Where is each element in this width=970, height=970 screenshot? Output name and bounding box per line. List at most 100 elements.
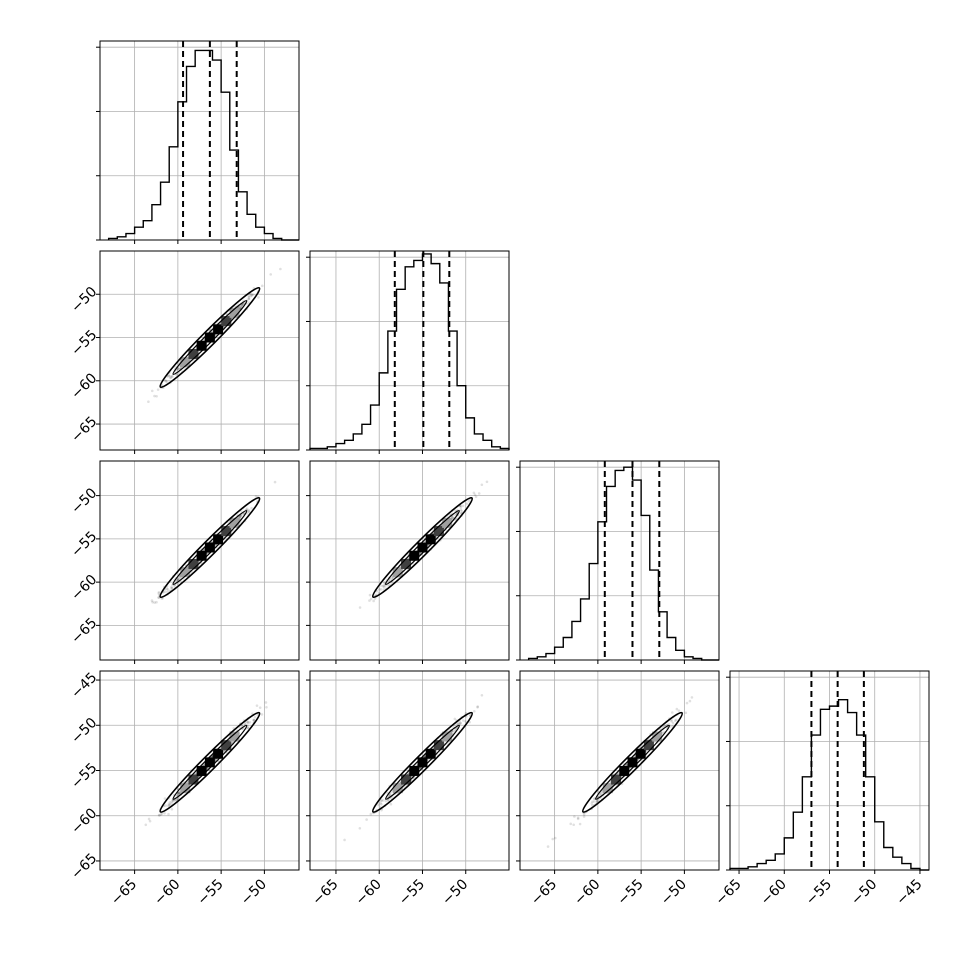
scatter-point [168, 801, 172, 804]
scatter-point [450, 515, 454, 519]
density-cell [425, 534, 436, 545]
density-cell [401, 558, 412, 569]
y-tick-label: −65 [68, 615, 100, 647]
contour-inner [172, 300, 248, 375]
scatter-point [674, 718, 678, 722]
density-cell [188, 558, 199, 569]
contour-inner [172, 510, 248, 585]
scatter-point [246, 726, 250, 730]
panel-3-2: −65 −60 −55 −50 [516, 670, 720, 909]
scatter-point [155, 600, 158, 604]
scatter-point [153, 394, 156, 398]
scatter-point [459, 508, 463, 512]
density-cell [213, 324, 224, 335]
scatter-point [177, 792, 181, 796]
histogram-step [107, 49, 299, 241]
y-tick-label: −55 [68, 327, 100, 359]
scatter-point [675, 707, 679, 711]
y-tick-label: −55 [68, 528, 100, 560]
contour-outer [371, 711, 474, 813]
y-tick-label: −65 [68, 851, 100, 883]
scatter-point [157, 592, 161, 595]
scatter-point [163, 590, 167, 594]
panel-2-2 [516, 460, 720, 664]
density-cell [611, 774, 622, 785]
contour-outer [159, 286, 261, 389]
scatter-point [382, 581, 386, 584]
histogram-step [527, 466, 719, 661]
scatter-point [169, 376, 173, 379]
density-cell [221, 316, 232, 327]
density-cell [442, 731, 453, 742]
scatter-point [661, 725, 665, 729]
density-cell [180, 357, 191, 368]
scatter-point [389, 793, 392, 797]
scatter-point [379, 801, 382, 805]
density-cell [433, 740, 444, 751]
scatter-point [582, 815, 586, 818]
histogram-step [729, 698, 929, 871]
scatter-point [177, 791, 180, 795]
panel-2-1 [306, 460, 510, 664]
density-cell [196, 340, 207, 351]
scatter-points [358, 480, 489, 609]
contour-inner [385, 724, 460, 800]
scatter-point [252, 718, 256, 722]
y-tick-label: −65 [68, 414, 100, 446]
scatter-point [250, 294, 253, 297]
scatter-point [170, 375, 174, 378]
y-tick-label: −60 [68, 572, 100, 604]
density-cell [442, 517, 453, 528]
y-tick-label: −60 [68, 370, 100, 402]
scatter-point [168, 374, 172, 378]
scatter-point [248, 720, 252, 724]
scatter-point [380, 799, 383, 802]
contour-outer [581, 711, 684, 813]
scatter-point [170, 586, 174, 590]
scatter-point [240, 303, 243, 307]
scatter-point [460, 509, 463, 513]
y-tick-label: −50 [68, 715, 100, 747]
scatter-point [374, 593, 378, 597]
scatter-point [480, 483, 484, 487]
panel-1-1 [306, 250, 510, 454]
x-tick-label: −60 [151, 876, 183, 908]
scatter-point [147, 817, 151, 821]
density-cell [229, 517, 240, 528]
scatter-point [170, 807, 174, 811]
x-tick-label: −65 [108, 876, 140, 908]
scatter-point [685, 701, 689, 705]
scatter-point [256, 713, 260, 717]
scatter-point [249, 294, 253, 298]
scatter-point [250, 506, 253, 510]
scatter-point [485, 480, 489, 484]
scatter-point [160, 812, 164, 815]
x-tick-label: −65 [528, 876, 560, 908]
panel-frame [99, 40, 300, 241]
x-tick-label: −50 [439, 876, 471, 908]
x-tick-label: −55 [615, 876, 647, 908]
scatter-point [246, 721, 250, 725]
scatter-point [246, 726, 250, 730]
scatter-point [369, 812, 373, 816]
scatter-point [167, 803, 171, 807]
contour-outer [159, 711, 261, 813]
scatter-point [279, 267, 282, 271]
scatter-point [573, 815, 576, 818]
scatter-point [473, 493, 477, 497]
scatter-point [600, 791, 603, 795]
density-cell [213, 748, 224, 759]
scatter-point [380, 803, 383, 806]
scatter-point [264, 701, 268, 704]
scatter-point [480, 693, 484, 697]
scatter-point [155, 394, 158, 398]
scatter-point [250, 293, 254, 296]
scatter-point [157, 596, 160, 599]
density-cell [409, 550, 420, 561]
scatter-point [170, 586, 174, 590]
scatter-point [174, 580, 178, 583]
scatter-point [476, 705, 480, 708]
scatter-point [170, 375, 174, 378]
scatter-point [173, 799, 177, 802]
panel-3-0: −65 −60 −55 −50 −45 −50 −55 −60 −65 [68, 670, 300, 909]
